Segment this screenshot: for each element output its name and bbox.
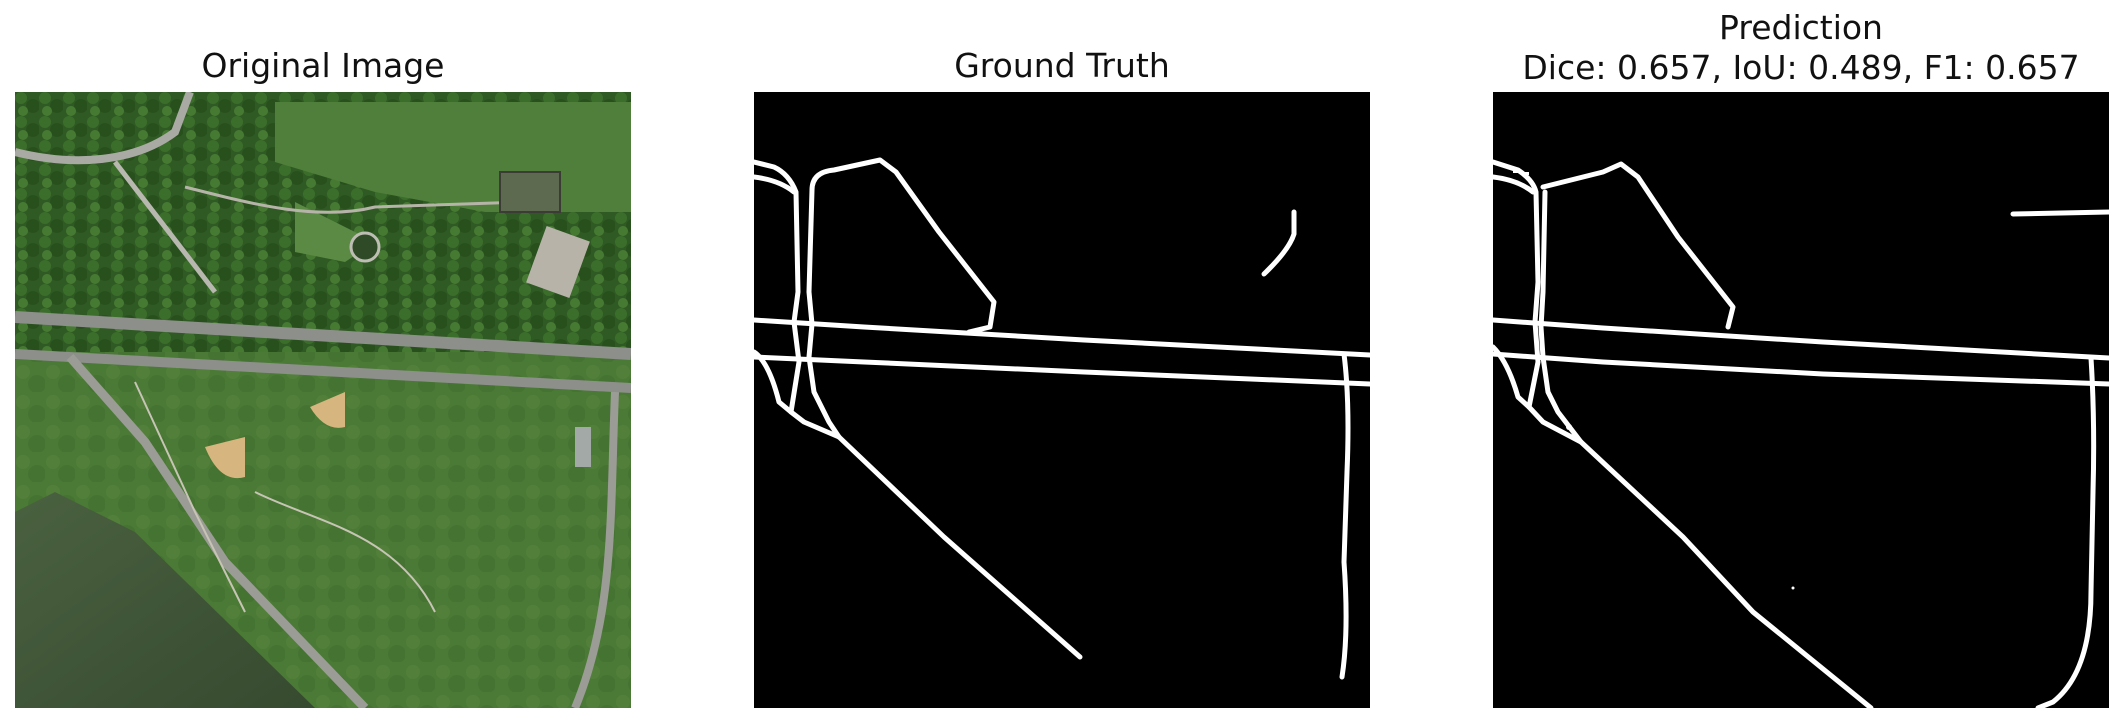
original-image: [15, 92, 631, 708]
prediction-mask: [1493, 92, 2109, 708]
prediction-title: Prediction: [1719, 8, 1883, 47]
ground-truth-title: Ground Truth: [954, 46, 1170, 85]
ground-truth-mask: [754, 92, 1370, 708]
prediction-title-block: Prediction Dice: 0.657, IoU: 0.489, F1: …: [1493, 8, 2109, 88]
original-image-title: Original Image: [201, 46, 445, 85]
prediction-metrics: Dice: 0.657, IoU: 0.489, F1: 0.657: [1522, 48, 2080, 87]
